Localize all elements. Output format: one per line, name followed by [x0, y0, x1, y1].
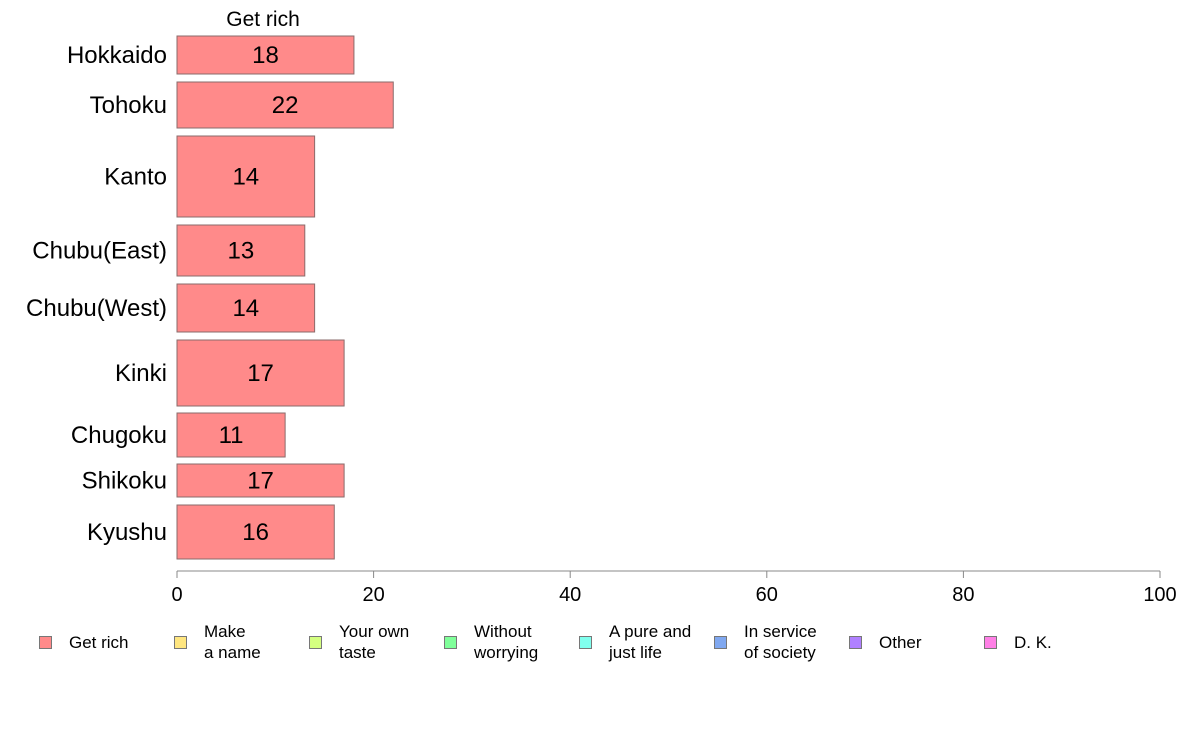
legend-item: Other	[849, 620, 922, 664]
category-label: Hokkaido	[67, 42, 167, 69]
x-tick-label: 60	[756, 584, 778, 606]
legend-item: Your own taste	[309, 620, 409, 664]
category-label: Kyushu	[87, 519, 167, 546]
bars-layer: Hokkaido 18 Tohoku 22 Kanto 14 Chubu(East) 13 Ch…	[26, 35, 394, 560]
bar-chugoku	[176, 412, 286, 458]
bar-hokkaido	[176, 35, 355, 75]
x-tick-label: 20	[362, 584, 384, 606]
panel-title: Get rich	[226, 8, 300, 31]
legend-swatch	[309, 635, 322, 649]
legend-swatch	[39, 635, 52, 649]
legend-label: A pure and just life	[609, 622, 692, 662]
legend: Get rich Make a name Your own taste Without…	[0, 620, 1188, 670]
bar-kinki	[176, 339, 345, 407]
bar-shikoku	[176, 463, 345, 498]
value-label: 11	[219, 422, 244, 449]
x-tick-label: 0	[171, 584, 182, 606]
legend-swatch	[579, 635, 592, 649]
bar-chubu-west	[176, 283, 316, 333]
x-axis: 0 20 40 60 80 100	[171, 570, 1177, 606]
legend-swatch	[714, 635, 727, 649]
legend-swatch	[984, 635, 997, 649]
legend-label: Your own taste	[339, 622, 410, 662]
legend-item: Get rich	[39, 620, 129, 664]
bar-kanto	[176, 135, 316, 218]
legend-item: A pure and just life	[579, 620, 691, 664]
legend-label: Without worrying	[474, 622, 539, 662]
value-label: 22	[272, 92, 299, 119]
value-label: 17	[247, 468, 274, 495]
legend-swatch	[174, 635, 187, 649]
value-label: 13	[228, 238, 255, 265]
legend-item: Without worrying	[444, 620, 538, 664]
legend-label: In service of society	[744, 622, 817, 662]
bar-chart: Get rich Hokkaido 18 Tohoku 22 Kanto 14 Chubu(…	[26, 8, 1177, 606]
category-label: Kinki	[115, 360, 167, 387]
value-label: 14	[232, 295, 259, 322]
category-label: Chubu(West)	[26, 295, 167, 322]
legend-label: Other	[879, 632, 922, 652]
value-label: 16	[242, 519, 269, 546]
legend-item: Make a name	[174, 620, 261, 664]
legend-swatch	[444, 635, 457, 649]
legend-item: D. K.	[984, 620, 1052, 664]
x-tick-label: 100	[1143, 584, 1176, 606]
value-label: 14	[232, 164, 259, 191]
legend-label: Make a name	[204, 622, 261, 662]
bar-kyushu	[176, 504, 335, 560]
legend-label: Get rich	[69, 632, 129, 652]
category-label: Chugoku	[71, 422, 167, 449]
category-label: Shikoku	[82, 468, 167, 495]
x-tick-label: 40	[559, 584, 581, 606]
value-label: 18	[252, 42, 279, 69]
legend-label: D. K.	[1014, 632, 1052, 652]
category-label: Kanto	[104, 164, 167, 191]
bar-tohoku	[176, 81, 394, 129]
category-label: Chubu(East)	[32, 238, 167, 265]
legend-swatch	[849, 635, 862, 649]
bar-chubu-east	[176, 224, 306, 277]
value-label: 17	[247, 360, 274, 387]
category-label: Tohoku	[90, 92, 167, 119]
legend-item: In service of society	[714, 620, 817, 664]
x-tick-label: 80	[952, 584, 974, 606]
